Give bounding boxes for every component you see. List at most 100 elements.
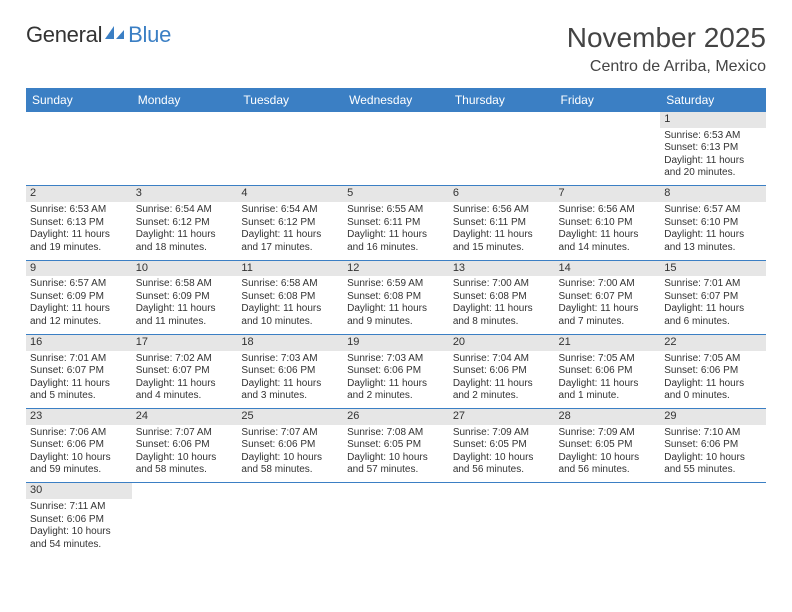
day-number-cell	[555, 483, 661, 499]
day-number-cell: 29	[660, 409, 766, 425]
logo-text-general: General	[26, 22, 102, 48]
weekday-header: Sunday	[26, 88, 132, 112]
logo-sail-icon	[104, 24, 126, 47]
day-content-cell	[26, 128, 132, 186]
logo: General Blue	[26, 22, 171, 48]
weekday-header: Thursday	[449, 88, 555, 112]
header: General Blue November 2025 Centro de Arr…	[26, 22, 766, 76]
day-content-cell: Sunrise: 7:09 AMSunset: 6:05 PMDaylight:…	[449, 425, 555, 483]
day-number-cell: 4	[237, 186, 343, 202]
day-details: Sunrise: 7:01 AMSunset: 6:07 PMDaylight:…	[30, 353, 128, 403]
day-content-cell: Sunrise: 7:08 AMSunset: 6:05 PMDaylight:…	[343, 425, 449, 483]
day-number-cell: 19	[343, 334, 449, 350]
month-title: November 2025	[567, 22, 766, 54]
day-number-cell: 14	[555, 260, 661, 276]
day-details: Sunrise: 7:00 AMSunset: 6:07 PMDaylight:…	[559, 278, 657, 328]
calendar-table: SundayMondayTuesdayWednesdayThursdayFrid…	[26, 88, 766, 557]
day-content-cell: Sunrise: 6:56 AMSunset: 6:10 PMDaylight:…	[555, 202, 661, 260]
day-number-cell: 1	[660, 112, 766, 128]
day-content-cell	[343, 499, 449, 557]
day-number-cell: 23	[26, 409, 132, 425]
day-content-cell	[555, 128, 661, 186]
day-content-cell: Sunrise: 7:04 AMSunset: 6:06 PMDaylight:…	[449, 351, 555, 409]
day-number-cell: 30	[26, 483, 132, 499]
day-number-cell	[132, 483, 238, 499]
day-content-cell: Sunrise: 6:57 AMSunset: 6:09 PMDaylight:…	[26, 276, 132, 334]
day-number-cell	[343, 112, 449, 128]
day-content-cell: Sunrise: 6:57 AMSunset: 6:10 PMDaylight:…	[660, 202, 766, 260]
day-number-cell: 28	[555, 409, 661, 425]
day-number-cell: 21	[555, 334, 661, 350]
day-details: Sunrise: 6:53 AMSunset: 6:13 PMDaylight:…	[664, 130, 762, 180]
day-number-cell: 24	[132, 409, 238, 425]
day-number-cell: 7	[555, 186, 661, 202]
day-details: Sunrise: 7:11 AMSunset: 6:06 PMDaylight:…	[30, 501, 128, 551]
day-details: Sunrise: 7:10 AMSunset: 6:06 PMDaylight:…	[664, 427, 762, 477]
day-content-cell	[449, 128, 555, 186]
day-content-cell: Sunrise: 6:58 AMSunset: 6:08 PMDaylight:…	[237, 276, 343, 334]
day-content-cell	[237, 128, 343, 186]
day-details: Sunrise: 7:07 AMSunset: 6:06 PMDaylight:…	[241, 427, 339, 477]
day-number-cell	[449, 483, 555, 499]
day-content-cell: Sunrise: 6:56 AMSunset: 6:11 PMDaylight:…	[449, 202, 555, 260]
day-number-cell: 13	[449, 260, 555, 276]
day-details: Sunrise: 7:04 AMSunset: 6:06 PMDaylight:…	[453, 353, 551, 403]
day-number-cell: 6	[449, 186, 555, 202]
day-details: Sunrise: 7:03 AMSunset: 6:06 PMDaylight:…	[241, 353, 339, 403]
day-content-cell: Sunrise: 7:10 AMSunset: 6:06 PMDaylight:…	[660, 425, 766, 483]
day-number-cell: 17	[132, 334, 238, 350]
day-content-cell: Sunrise: 7:07 AMSunset: 6:06 PMDaylight:…	[237, 425, 343, 483]
day-content-cell	[132, 128, 238, 186]
day-content-cell: Sunrise: 6:53 AMSunset: 6:13 PMDaylight:…	[660, 128, 766, 186]
day-details: Sunrise: 6:56 AMSunset: 6:11 PMDaylight:…	[453, 204, 551, 254]
day-details: Sunrise: 6:58 AMSunset: 6:09 PMDaylight:…	[136, 278, 234, 328]
day-content-cell: Sunrise: 7:07 AMSunset: 6:06 PMDaylight:…	[132, 425, 238, 483]
weekday-header: Tuesday	[237, 88, 343, 112]
calendar-header-row: SundayMondayTuesdayWednesdayThursdayFrid…	[26, 88, 766, 112]
day-content-cell: Sunrise: 6:59 AMSunset: 6:08 PMDaylight:…	[343, 276, 449, 334]
day-details: Sunrise: 7:05 AMSunset: 6:06 PMDaylight:…	[559, 353, 657, 403]
day-content-cell: Sunrise: 6:53 AMSunset: 6:13 PMDaylight:…	[26, 202, 132, 260]
day-content-cell: Sunrise: 7:09 AMSunset: 6:05 PMDaylight:…	[555, 425, 661, 483]
day-number-cell	[237, 112, 343, 128]
day-number-cell: 9	[26, 260, 132, 276]
day-content-cell: Sunrise: 6:54 AMSunset: 6:12 PMDaylight:…	[237, 202, 343, 260]
day-content-cell	[660, 499, 766, 557]
day-number-cell: 10	[132, 260, 238, 276]
day-details: Sunrise: 7:08 AMSunset: 6:05 PMDaylight:…	[347, 427, 445, 477]
day-details: Sunrise: 7:07 AMSunset: 6:06 PMDaylight:…	[136, 427, 234, 477]
weekday-header: Saturday	[660, 88, 766, 112]
day-content-cell	[343, 128, 449, 186]
day-number-cell	[132, 112, 238, 128]
day-number-cell: 2	[26, 186, 132, 202]
day-content-cell: Sunrise: 6:55 AMSunset: 6:11 PMDaylight:…	[343, 202, 449, 260]
day-number-cell: 11	[237, 260, 343, 276]
title-block: November 2025 Centro de Arriba, Mexico	[567, 22, 766, 76]
day-details: Sunrise: 7:09 AMSunset: 6:05 PMDaylight:…	[559, 427, 657, 477]
day-number-cell: 12	[343, 260, 449, 276]
day-details: Sunrise: 6:55 AMSunset: 6:11 PMDaylight:…	[347, 204, 445, 254]
day-details: Sunrise: 7:06 AMSunset: 6:06 PMDaylight:…	[30, 427, 128, 477]
day-number-cell	[343, 483, 449, 499]
day-details: Sunrise: 6:54 AMSunset: 6:12 PMDaylight:…	[136, 204, 234, 254]
day-number-cell: 8	[660, 186, 766, 202]
day-content-cell: Sunrise: 7:06 AMSunset: 6:06 PMDaylight:…	[26, 425, 132, 483]
day-details: Sunrise: 6:57 AMSunset: 6:09 PMDaylight:…	[30, 278, 128, 328]
day-number-cell	[26, 112, 132, 128]
day-content-cell	[449, 499, 555, 557]
day-content-cell	[132, 499, 238, 557]
day-details: Sunrise: 7:03 AMSunset: 6:06 PMDaylight:…	[347, 353, 445, 403]
day-details: Sunrise: 6:54 AMSunset: 6:12 PMDaylight:…	[241, 204, 339, 254]
day-number-cell: 16	[26, 334, 132, 350]
day-content-cell: Sunrise: 7:05 AMSunset: 6:06 PMDaylight:…	[555, 351, 661, 409]
day-number-cell: 27	[449, 409, 555, 425]
day-content-cell	[237, 499, 343, 557]
day-content-cell	[555, 499, 661, 557]
day-number-cell	[449, 112, 555, 128]
day-details: Sunrise: 6:57 AMSunset: 6:10 PMDaylight:…	[664, 204, 762, 254]
day-details: Sunrise: 7:00 AMSunset: 6:08 PMDaylight:…	[453, 278, 551, 328]
weekday-header: Friday	[555, 88, 661, 112]
day-details: Sunrise: 6:53 AMSunset: 6:13 PMDaylight:…	[30, 204, 128, 254]
location: Centro de Arriba, Mexico	[567, 58, 766, 76]
logo-text-blue: Blue	[128, 22, 171, 48]
